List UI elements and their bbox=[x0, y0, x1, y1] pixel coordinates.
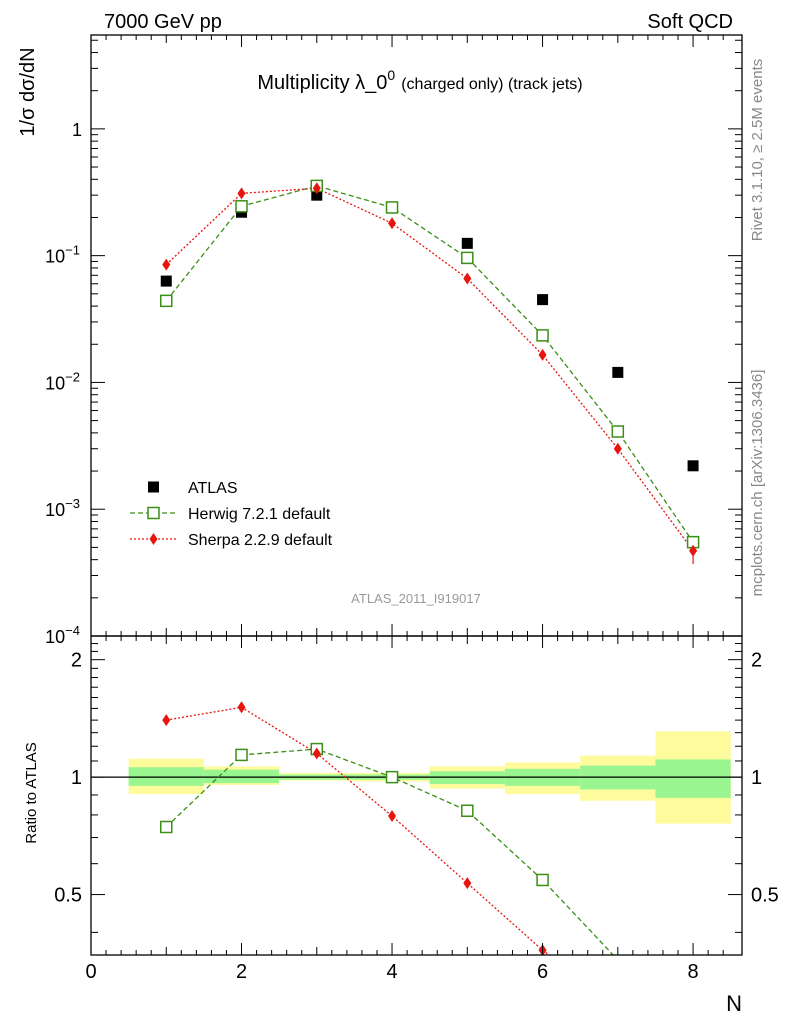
x-tick-label: 2 bbox=[236, 961, 247, 983]
sherpa-point bbox=[463, 272, 472, 285]
sherpa-ratio-point bbox=[237, 701, 246, 714]
header-left: 7000 GeV pp bbox=[104, 11, 222, 33]
legend-herwig-marker bbox=[147, 506, 160, 520]
ratio-tick-label-right: 0.5 bbox=[751, 885, 779, 907]
sherpa-ratio-point bbox=[388, 809, 397, 822]
x-tick-label: 6 bbox=[537, 961, 548, 983]
sherpa-point bbox=[312, 182, 321, 195]
sherpa-point bbox=[237, 187, 246, 200]
herwig-ratio-point bbox=[235, 748, 248, 762]
atlas-point bbox=[160, 275, 172, 287]
herwig-point bbox=[385, 201, 399, 214]
mcplots-label: mcplots.cern.ch [arXiv:1306.3436] bbox=[749, 370, 766, 597]
series-markers bbox=[160, 179, 700, 955]
herwig-ratio-point bbox=[160, 820, 173, 834]
y-tick-label: 10−4 bbox=[45, 623, 80, 647]
sherpa-point bbox=[388, 217, 397, 230]
y-axis-label: 1/σ dσ/dN bbox=[17, 47, 39, 136]
x-tick-label: 0 bbox=[85, 961, 96, 983]
herwig-point bbox=[235, 200, 248, 213]
atlas-point bbox=[537, 294, 549, 306]
legend-atlas-marker bbox=[148, 481, 159, 493]
y-tick-label: 10−2 bbox=[45, 369, 80, 393]
y-tick-label: 10−1 bbox=[45, 243, 80, 267]
herwig-point bbox=[461, 251, 474, 265]
panel-frames bbox=[90, 34, 743, 956]
header-right: Soft QCD bbox=[647, 11, 733, 33]
herwig-point bbox=[160, 294, 173, 308]
ratio-panel-frame bbox=[90, 635, 743, 956]
sherpa-ratio-point bbox=[463, 877, 472, 890]
atlas-point bbox=[612, 366, 624, 378]
sherpa-ratio-line bbox=[166, 706, 551, 955]
legend-label: ATLAS bbox=[188, 480, 238, 497]
atlas-point bbox=[311, 189, 323, 201]
series-lines bbox=[165, 185, 694, 955]
ratio-tick-label-right: 2 bbox=[751, 650, 762, 672]
herwig-ratio-point bbox=[536, 873, 549, 887]
x-tick-label: 4 bbox=[386, 961, 397, 983]
x-tick-label: 8 bbox=[688, 961, 699, 983]
legend-label: Sherpa 2.2.9 default bbox=[188, 532, 333, 549]
herwig-ratio-point bbox=[385, 770, 399, 784]
ratio-y-axis-label: Ratio to ATLAS bbox=[23, 742, 40, 843]
atlas-point bbox=[687, 460, 699, 472]
rivet-label: Rivet 3.1.10, ≥ 2.5M events bbox=[749, 59, 766, 242]
sherpa-ratio-point bbox=[312, 747, 321, 760]
ratio-tick-label-left: 1 bbox=[71, 767, 82, 789]
ratio-tick-label-left: 2 bbox=[71, 650, 82, 672]
herwig-ratio-line bbox=[165, 748, 615, 955]
chart-title: Multiplicity λ_00 (charged only) (track j… bbox=[257, 67, 582, 94]
axis-ticks bbox=[90, 35, 742, 955]
title-suffix: (charged only) (track jets) bbox=[401, 76, 582, 93]
ratio-tick-label-right: 1 bbox=[751, 767, 762, 789]
sherpa-point bbox=[613, 442, 622, 455]
herwig-line bbox=[165, 185, 694, 543]
x-axis-label: N bbox=[726, 991, 742, 1016]
atlas-point bbox=[461, 237, 473, 249]
sherpa-ratio-point bbox=[162, 714, 171, 727]
band-inner-bin bbox=[203, 769, 280, 784]
herwig-point bbox=[611, 425, 625, 438]
y-tick-label: 10−3 bbox=[45, 496, 80, 520]
y-tick-label: 1 bbox=[72, 120, 82, 140]
analysis-id: ATLAS_2011_I919017 bbox=[351, 591, 481, 606]
title-main: Multiplicity λ_0 bbox=[257, 72, 387, 94]
sherpa-line bbox=[165, 187, 694, 552]
legend-sherpa-marker bbox=[149, 533, 158, 545]
herwig-point bbox=[536, 329, 549, 342]
title-sup: 0 bbox=[387, 67, 395, 83]
sherpa-point bbox=[689, 544, 698, 557]
legend: ATLAS Herwig 7.2.1 default Sherpa 2.2.9 de… bbox=[130, 480, 333, 549]
herwig-ratio-point bbox=[461, 804, 474, 817]
band-inner-bin bbox=[655, 759, 731, 798]
ratio-tick-label-left: 0.5 bbox=[54, 885, 82, 907]
axis-tick-labels: 0 2 4 6 8 10−4 10−3 10−2 10−1 1 0.5 0.5 1 1 2 2 bbox=[45, 120, 779, 983]
sherpa-point bbox=[162, 258, 171, 271]
sherpa-point bbox=[538, 348, 547, 361]
legend-label: Herwig 7.2.1 default bbox=[188, 506, 331, 523]
